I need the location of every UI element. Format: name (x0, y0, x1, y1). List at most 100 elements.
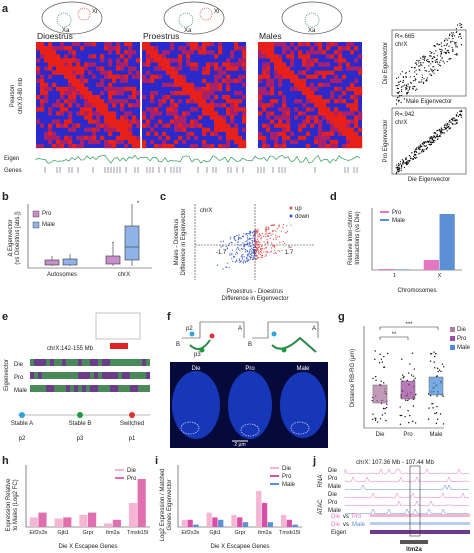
point (449, 58, 452, 60)
legend-swatch (270, 483, 279, 485)
x-tick-label: 0 (253, 250, 257, 256)
heatmap-cell (60, 86, 65, 92)
point (450, 118, 452, 120)
heatmap-cell (282, 139, 287, 145)
point (265, 253, 267, 255)
heatmap-cell (96, 95, 101, 100)
heatmap-cell (306, 115, 311, 120)
heatmap-cell (60, 58, 65, 63)
heatmap-cell (218, 50, 223, 55)
heatmap-cell (298, 135, 303, 141)
point (433, 72, 435, 74)
point (425, 148, 427, 150)
heatmap-cell (56, 86, 61, 92)
heatmap-cell (146, 54, 151, 59)
point (415, 69, 417, 71)
heatmap-cell (72, 99, 77, 104)
heatmap-cell (230, 99, 235, 104)
point (265, 236, 267, 238)
heatmap-cell (290, 58, 295, 63)
eigen-bar (62, 359, 66, 366)
point (240, 256, 242, 258)
heatmap-cell (286, 66, 291, 71)
point (442, 395, 444, 397)
foci (180, 421, 310, 437)
heatmap-cell (270, 103, 275, 108)
x-label: Die Eigenvector (408, 177, 450, 183)
heatmap-cell (48, 54, 53, 59)
heatmap-cell (234, 103, 239, 108)
point (255, 249, 257, 251)
point (405, 157, 407, 159)
point (243, 259, 245, 261)
legend-swatch (32, 221, 40, 229)
point (412, 420, 414, 423)
heatmap-cell (178, 74, 183, 79)
heatmap-cell (222, 95, 227, 100)
point (254, 254, 256, 257)
eigen-bar (94, 359, 98, 366)
eigen-bar (118, 372, 122, 379)
point (458, 33, 461, 36)
point (436, 133, 438, 136)
point (409, 159, 411, 162)
point (428, 65, 430, 67)
heatmap-cell (294, 86, 299, 92)
heatmap-cell (222, 115, 227, 120)
point (402, 79, 404, 82)
point (407, 85, 409, 87)
heatmap-cell (214, 78, 219, 83)
heatmap-cell (266, 46, 271, 51)
point (395, 99, 398, 101)
heatmap-cell (68, 86, 73, 92)
point (233, 237, 235, 240)
point (261, 246, 263, 248)
heatmap-cell (302, 42, 307, 47)
point (260, 252, 263, 254)
point (234, 239, 236, 241)
legend-label: Male (282, 482, 296, 488)
heatmap-cell (48, 111, 53, 116)
point (420, 61, 422, 64)
heatmap-cell (270, 99, 275, 104)
point (241, 258, 243, 260)
point (460, 37, 463, 39)
bar (206, 512, 212, 527)
bar (38, 512, 47, 527)
heatmap-cell (226, 62, 231, 67)
point (455, 28, 457, 30)
bar (439, 214, 455, 270)
heatmap-cell (112, 78, 117, 83)
point (407, 162, 409, 164)
point (419, 59, 421, 62)
heatmap-cell (190, 46, 195, 51)
point (440, 48, 442, 51)
heatmap-cell (76, 82, 81, 88)
point (436, 395, 438, 397)
signal (344, 484, 469, 491)
heatmap-cell (274, 54, 279, 59)
point (248, 243, 251, 245)
heatmap-cell (96, 103, 101, 108)
heatmap-cell (178, 46, 183, 51)
heatmap-cell (262, 74, 267, 79)
heatmap-cell (302, 82, 307, 88)
point (440, 129, 442, 131)
heatmap-cell (238, 58, 243, 63)
point (228, 242, 230, 245)
heatmap-cell (108, 143, 113, 149)
heatmap-cell (108, 99, 113, 104)
x-tick-label: X (438, 273, 442, 279)
point (436, 367, 439, 370)
eigen-bar (130, 385, 134, 392)
eigen-bar (90, 359, 94, 366)
point (407, 409, 409, 412)
heatmap-cell (358, 66, 363, 71)
heatmap-cell (146, 107, 151, 112)
heatmap-cell (174, 74, 179, 79)
heatmap-cell (112, 143, 117, 149)
heatmap-cell (40, 54, 45, 59)
point (420, 144, 422, 146)
legend-label: down (295, 214, 309, 220)
point (264, 248, 266, 250)
